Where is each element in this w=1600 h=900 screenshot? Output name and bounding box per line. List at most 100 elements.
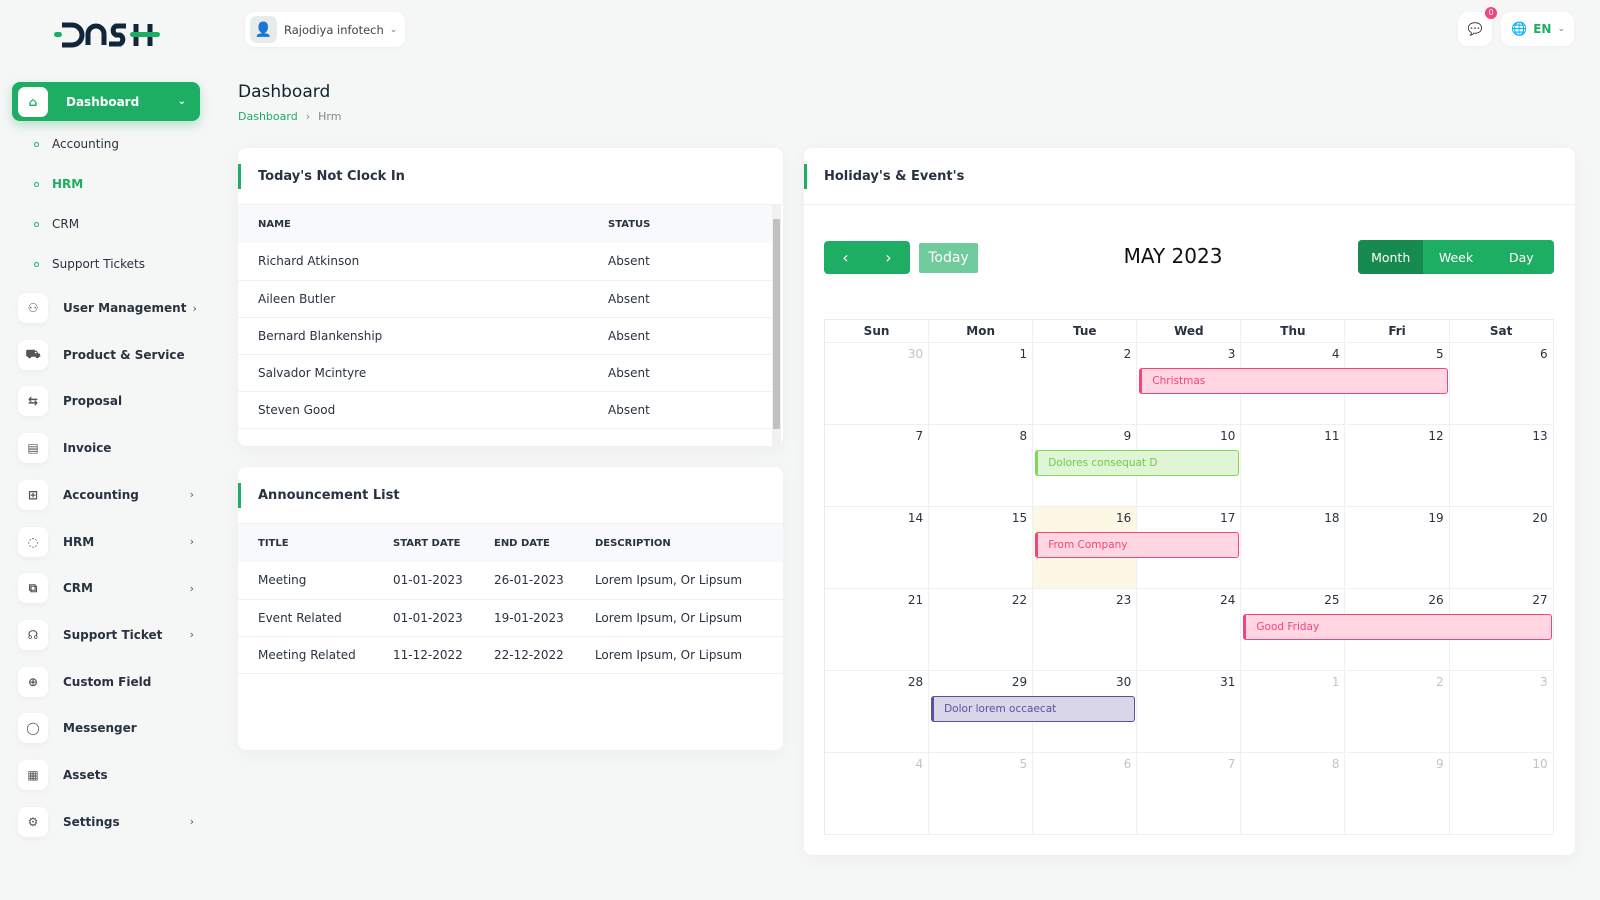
calendar-day[interactable]: 12 (1345, 425, 1450, 507)
calendar-day[interactable]: 21 (825, 589, 930, 671)
breadcrumb-dashboard[interactable]: Dashboard (238, 110, 298, 123)
col-end-date: END DATE (493, 524, 595, 562)
next-month-button[interactable]: › (885, 248, 892, 267)
calendar-day[interactable]: 20 (1449, 507, 1554, 589)
calendar-event[interactable]: Christmas (1139, 368, 1448, 394)
prev-month-button[interactable]: ‹ (842, 248, 849, 267)
sidebar-item-invoice[interactable]: ▤ Invoice (18, 432, 198, 464)
crm-icon: ⧉ (18, 573, 48, 604)
calendar-day[interactable]: 6 (1449, 343, 1554, 425)
calendar-day[interactable]: 7 (825, 425, 930, 507)
scrollbar[interactable] (772, 205, 781, 446)
calendar-day[interactable]: 6 (1033, 753, 1138, 835)
sidebar-item-settings[interactable]: ⚙ Settings › (18, 806, 198, 838)
sidebar-subitem[interactable]: Support Tickets (34, 257, 145, 271)
language-select[interactable]: 🌐 EN ⌄ (1501, 12, 1574, 46)
calendar-day[interactable]: 31 (1137, 671, 1242, 753)
sidebar-item-support-ticket[interactable]: ☊ Support Ticket › (18, 619, 198, 651)
sidebar-item-dashboard[interactable]: ⌂ Dashboard ⌄ (12, 82, 200, 121)
calendar-day[interactable]: 11 (1241, 425, 1346, 507)
sidebar-item-custom-field[interactable]: ⊕ Custom Field (18, 666, 198, 698)
calendar-day[interactable]: 15 (929, 507, 1034, 589)
calendar-event[interactable]: Dolores consequat D (1035, 450, 1240, 476)
calendar-day[interactable]: 17 (1137, 507, 1242, 589)
calendar-day[interactable]: 24 (1137, 589, 1242, 671)
calendar-day[interactable]: 10 (1449, 753, 1554, 835)
calendar-day[interactable]: 10 (1137, 425, 1242, 507)
company-switcher[interactable]: 👤 Rajodiya infotech ⌄ (245, 12, 406, 47)
calendar-day[interactable]: 30 (1033, 671, 1138, 753)
view-week-button[interactable]: Week (1438, 249, 1474, 265)
calendar-event[interactable]: Good Friday (1243, 614, 1552, 640)
calendar-day[interactable]: 2 (1033, 343, 1138, 425)
sidebar-item-hrm[interactable]: ◌ HRM › (18, 526, 198, 558)
chevron-down-icon: ⌄ (1557, 24, 1565, 34)
view-month-button[interactable]: Month (1358, 240, 1424, 274)
weekday-header: Sun (825, 320, 930, 343)
sidebar-item-product-service[interactable]: ⛟ Product & Service (18, 339, 198, 371)
col-status: STATUS (588, 205, 772, 243)
calendar-event[interactable]: From Company (1035, 532, 1240, 558)
calendar-day[interactable]: 9 (1345, 753, 1450, 835)
grid-plus-icon: ⊞ (18, 479, 48, 510)
calendar-day[interactable]: 2 (1345, 671, 1450, 753)
calendar-day[interactable]: 22 (929, 589, 1034, 671)
calendar-day[interactable]: 4 (825, 753, 930, 835)
company-name: Rajodiya infotech (284, 22, 384, 37)
sidebar-item-accounting[interactable]: ⊞ Accounting › (18, 479, 198, 511)
calendar-day[interactable]: 5 (1345, 343, 1450, 425)
calendar-day[interactable]: 1 (1241, 671, 1346, 753)
calendar-day[interactable]: 23 (1033, 589, 1138, 671)
sidebar-item-proposal[interactable]: ⇆ Proposal (18, 385, 198, 417)
sidebar-subitem[interactable]: HRM (34, 177, 83, 191)
chevron-down-icon: ⌄ (389, 24, 398, 35)
users-icon: ⚇ (18, 293, 48, 323)
name-cell: Aileen Butler (238, 280, 588, 318)
table-row: Bernard Blankenship Absent (238, 317, 772, 355)
calendar-day[interactable]: 5 (929, 753, 1034, 835)
start-date-cell: 01-01-2023 (393, 562, 494, 600)
calendar-day[interactable]: 19 (1345, 507, 1450, 589)
sidebar-item-crm[interactable]: ⧉ CRM › (18, 572, 198, 604)
plus-circle-icon: ⊕ (18, 666, 48, 697)
today-button[interactable]: Today (919, 243, 978, 273)
not-clock-in-card: Today's Not Clock In NAME STATUS Richard … (238, 148, 783, 446)
breadcrumb-hrm: Hrm (318, 110, 342, 123)
calendar-day[interactable]: 1 (929, 343, 1034, 425)
sidebar-subitem-label: CRM (52, 217, 80, 231)
calendar-day[interactable]: 13 (1449, 425, 1554, 507)
sidebar-item-messenger[interactable]: ◯ Messenger (18, 712, 198, 744)
table-row: Event Related 01-01-2023 19-01-2023 Lorem I… (238, 599, 783, 637)
sidebar-item-user-management[interactable]: ⚇ User Management › (18, 292, 198, 324)
view-switcher: Month Week Day (1358, 240, 1554, 274)
calendar-day[interactable]: 28 (825, 671, 930, 753)
calendar-day[interactable]: 3 (1449, 671, 1554, 753)
sidebar-item-label: Settings (63, 814, 120, 829)
sidebar-item-label: Product & Service (63, 347, 185, 362)
calendar-day[interactable]: 18 (1241, 507, 1346, 589)
scrollbar-thumb[interactable] (773, 219, 780, 429)
weekday-header: Mon (929, 320, 1034, 343)
title-cell: Event Related (238, 599, 394, 637)
weekday-header: Sat (1449, 320, 1554, 343)
sidebar-subitem[interactable]: Accounting (34, 137, 119, 151)
name-cell: Richard Atkinson (238, 243, 588, 281)
calendar-day[interactable]: 30 (825, 343, 930, 425)
calendar-day[interactable]: 14 (825, 507, 930, 589)
calendar-day[interactable]: 27 (1449, 589, 1554, 671)
description-cell: Lorem Ipsum, Or Lipsum (594, 562, 783, 600)
view-day-button[interactable]: Day (1508, 249, 1534, 265)
bullet-icon (34, 221, 39, 227)
calendar-day[interactable]: 8 (929, 425, 1034, 507)
sidebar-subitem[interactable]: CRM (34, 217, 79, 231)
sidebar-item-label: Custom Field (63, 674, 152, 689)
calendar-day[interactable]: 7 (1137, 753, 1242, 835)
calendar-grid: Sun Mon Tue Wed Thu Fri Sat 30 1 2 3 4 5 6 7 8 9 10 11 12 13… (824, 319, 1554, 835)
calendar-event[interactable]: Dolor lorem occaecat (931, 696, 1136, 722)
calendar-day[interactable]: 8 (1241, 753, 1346, 835)
title-cell: Meeting Related (238, 636, 394, 674)
messages-button[interactable]: 💬 0 (1458, 7, 1497, 46)
sidebar-item-assets[interactable]: ▦ Assets (18, 759, 198, 791)
table-row: Aileen Butler Absent (238, 280, 772, 318)
card-title: Announcement List (238, 467, 783, 524)
